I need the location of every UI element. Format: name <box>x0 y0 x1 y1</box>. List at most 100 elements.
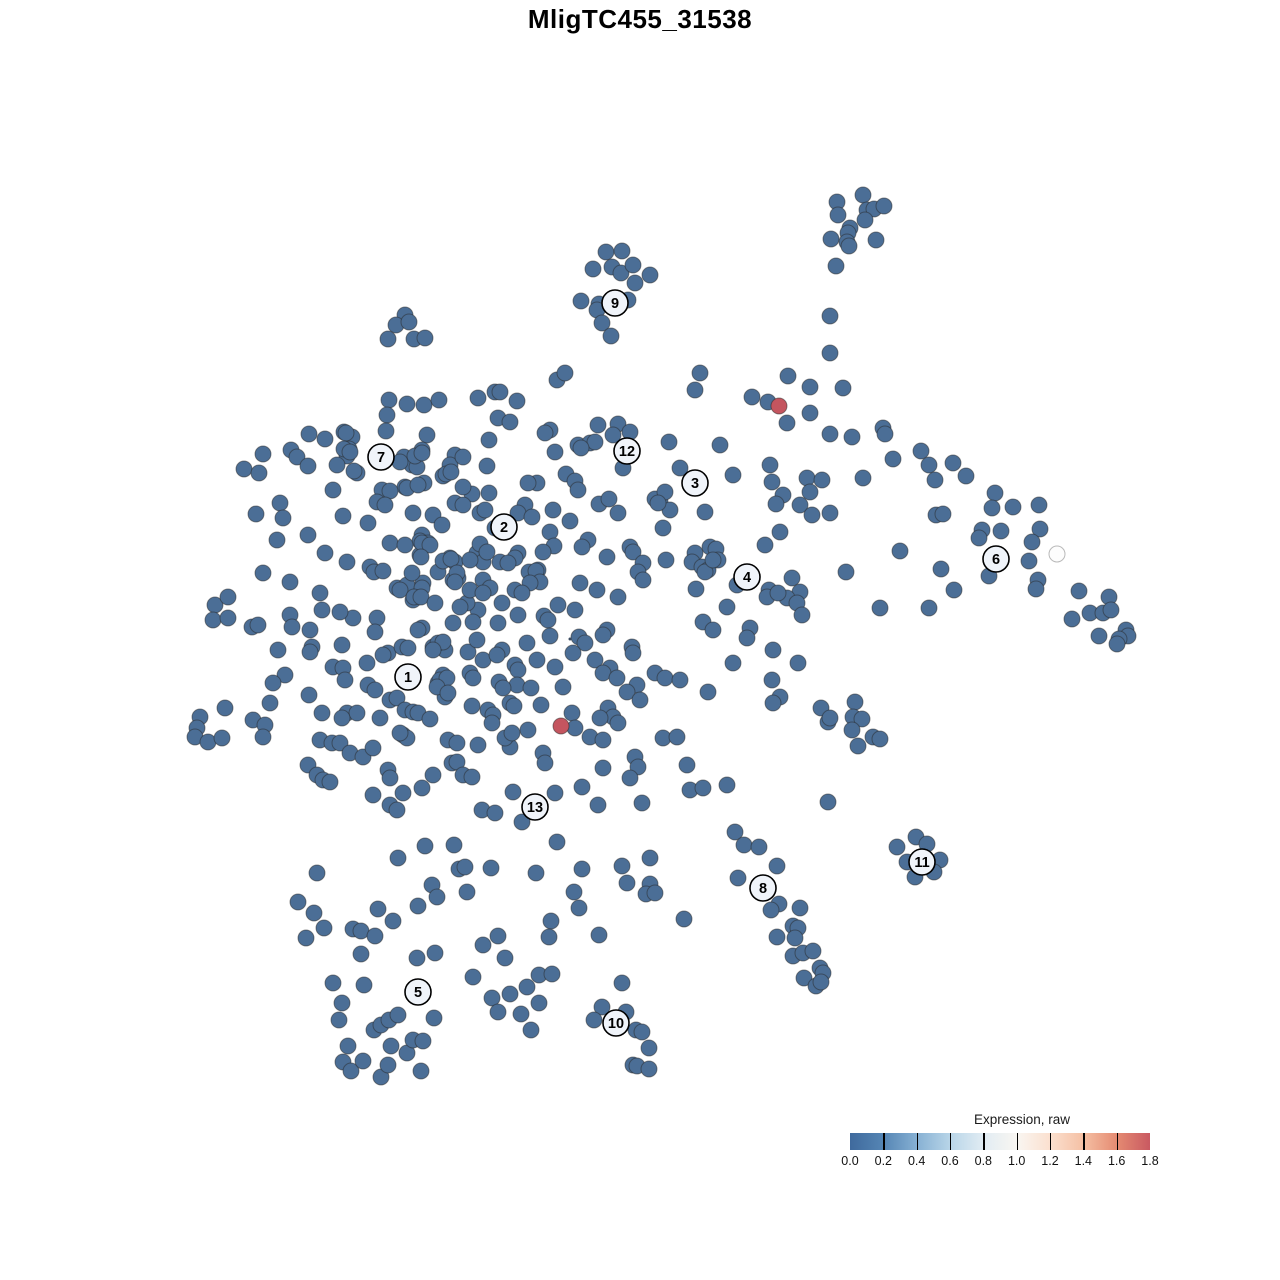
cell-low-expression <box>761 456 779 474</box>
cell-low-expression <box>216 699 234 717</box>
legend-title: Expression, raw <box>973 1112 1071 1127</box>
cell-low-expression <box>1023 533 1041 551</box>
cell-low-expression <box>564 644 582 662</box>
cell-low-expression <box>366 681 384 699</box>
cell-low-expression <box>563 704 581 722</box>
cell-low-expression <box>891 542 909 560</box>
cluster-badge-label: 3 <box>691 476 699 492</box>
cell-low-expression <box>821 307 839 325</box>
cell-low-expression <box>764 641 782 659</box>
cell-low-expression <box>1004 498 1022 516</box>
cell-low-expression <box>213 729 231 747</box>
cell-low-expression <box>762 901 780 919</box>
cell-low-expression <box>613 242 631 260</box>
cell-low-expression <box>546 658 564 676</box>
cell-low-expression <box>856 211 874 229</box>
cell-low-expression <box>456 858 474 876</box>
cell-low-expression <box>403 564 421 582</box>
cell-low-expression <box>483 714 501 732</box>
cell-low-expression <box>718 776 736 794</box>
cell-low-expression <box>333 994 351 1012</box>
cell-low-expression <box>801 404 819 422</box>
cell-low-expression <box>576 634 594 652</box>
cell-low-expression <box>743 388 761 406</box>
cell-low-expression <box>444 614 462 632</box>
cell-low-expression <box>565 883 583 901</box>
cell-low-expression <box>920 456 938 474</box>
cell-low-expression <box>374 646 392 664</box>
cell-low-expression <box>468 631 486 649</box>
cell-low-expression <box>561 512 579 530</box>
cell-low-expression <box>691 364 709 382</box>
cell-low-expression <box>315 919 333 937</box>
cell-low-expression <box>571 574 589 592</box>
cluster-badge-label: 8 <box>759 881 767 897</box>
cell-low-expression <box>368 609 386 627</box>
cell-low-expression <box>849 737 867 755</box>
cell-low-expression <box>986 484 1004 502</box>
legend-tick-label: 0.8 <box>974 1154 993 1168</box>
cell-low-expression <box>428 888 446 906</box>
cell-low-expression <box>798 469 816 487</box>
cell-low-expression <box>513 584 531 602</box>
cell-low-expression <box>546 784 564 802</box>
cell-low-expression <box>424 641 442 659</box>
cell-low-expression <box>378 406 396 424</box>
cell-low-expression <box>289 893 307 911</box>
cell-low-expression <box>594 759 612 777</box>
cell-low-expression <box>501 413 519 431</box>
cell-low-expression <box>687 580 705 598</box>
cell-low-expression <box>486 804 504 822</box>
cell-low-expression <box>618 683 636 701</box>
cell-low-expression <box>528 651 546 669</box>
cell-low-expression <box>546 443 564 461</box>
legend-tick-mark <box>916 1133 919 1150</box>
cluster-badge-label: 12 <box>619 444 635 460</box>
cell-low-expression <box>461 551 479 569</box>
cell-low-expression <box>430 391 448 409</box>
cell-low-expression <box>448 734 466 752</box>
cell-low-expression <box>543 965 561 983</box>
cell-low-expression <box>250 464 268 482</box>
cell-low-expression <box>381 769 399 787</box>
cell-low-expression <box>649 494 667 512</box>
cell-low-expression <box>324 974 342 992</box>
cell-low-expression <box>920 599 938 617</box>
cell-low-expression <box>458 883 476 901</box>
cluster-badge-3: 3 <box>681 469 709 497</box>
cluster-badge-1: 1 <box>394 663 422 691</box>
cell-low-expression <box>554 678 572 696</box>
cell-low-expression <box>489 614 507 632</box>
cell-low-expression <box>499 554 517 572</box>
cell-low-expression <box>738 629 756 647</box>
cluster-badge-8: 8 <box>749 874 777 902</box>
cell-low-expression <box>871 599 889 617</box>
cell-low-expression <box>1020 552 1038 570</box>
cell-low-expression <box>389 1006 407 1024</box>
cell-low-expression <box>354 1052 372 1070</box>
cell-low-expression <box>593 314 611 332</box>
legend-tick-mark <box>950 1133 952 1150</box>
cell-low-expression <box>249 616 267 634</box>
cell-low-expression <box>330 1011 348 1029</box>
cell-low-expression <box>944 454 962 472</box>
cell-low-expression <box>624 543 642 561</box>
cell-low-expression <box>469 389 487 407</box>
cell-low-expression <box>624 644 642 662</box>
cell-low-expression <box>305 904 323 922</box>
cell-low-expression <box>508 392 526 410</box>
cell-low-expression <box>355 976 373 994</box>
cell-low-expression <box>767 495 785 513</box>
cell-low-expression <box>793 606 811 624</box>
cluster-badge-label: 11 <box>914 855 929 871</box>
cell-low-expression <box>756 536 774 554</box>
cell-low-expression <box>591 709 609 727</box>
cluster-badge-label: 4 <box>743 570 751 586</box>
cell-low-expression <box>771 523 789 541</box>
cell-low-expression <box>548 833 566 851</box>
cell-low-expression <box>704 551 722 569</box>
cell-low-expression <box>541 523 559 541</box>
cell-low-expression <box>572 292 590 310</box>
cell-low-expression <box>426 594 444 612</box>
